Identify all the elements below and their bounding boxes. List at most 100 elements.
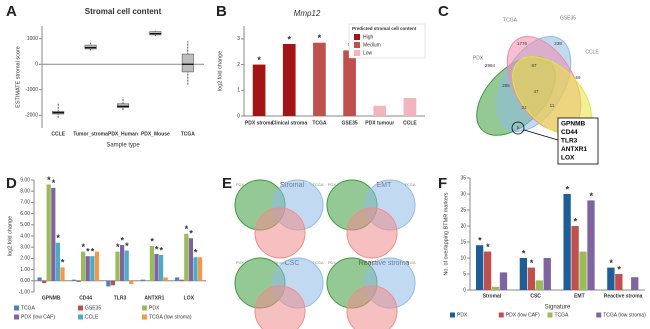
- legend-label: TCGA: [555, 312, 570, 318]
- y-tick-label: 7.00: [20, 200, 30, 206]
- venn-region-count: 2984: [485, 63, 496, 68]
- panel-letter: D: [6, 175, 17, 192]
- box: [84, 44, 97, 50]
- legend-box: [348, 23, 426, 59]
- venn-set: [254, 207, 306, 259]
- significance-marker: *: [194, 248, 198, 258]
- y-tick-label: 5.00: [20, 222, 30, 228]
- y-tick-label: 0: [35, 62, 38, 68]
- venn-region-count: 87: [531, 63, 537, 68]
- bar: [491, 286, 500, 290]
- bar: [179, 279, 184, 281]
- significance-marker: *: [574, 216, 578, 226]
- bar: [85, 256, 90, 281]
- significance-marker: *: [185, 224, 189, 234]
- bar: [37, 277, 42, 281]
- legend-label: GSE35: [85, 305, 101, 311]
- significance-marker: *: [155, 244, 159, 254]
- venn-set-label: PDX: [236, 182, 245, 187]
- significance-marker: *: [91, 247, 95, 257]
- bar: [563, 194, 571, 290]
- panel-letter: F: [438, 175, 447, 192]
- venn-set-label: TCGA: [503, 17, 518, 23]
- bar: [197, 257, 203, 281]
- significance-marker: *: [56, 233, 60, 243]
- bar: [120, 244, 125, 281]
- x-tick-label: PDX tumour: [365, 120, 394, 126]
- venn-set-label: PDX: [473, 55, 484, 61]
- bar: [607, 267, 615, 290]
- x-axis-label: Signature: [545, 305, 571, 311]
- callout-gene: LOX: [561, 155, 575, 162]
- callout-gene: GPNMB: [561, 121, 586, 128]
- legend-swatch: [450, 312, 455, 318]
- legend-label: Medium: [363, 42, 381, 48]
- legend-swatch: [78, 314, 83, 320]
- x-tick-label: PDX stroma: [245, 120, 274, 126]
- significance-marker: *: [318, 33, 322, 43]
- venn-set: [346, 207, 398, 259]
- significance-marker: *: [160, 245, 164, 255]
- y-tick-label: 1000: [27, 36, 38, 42]
- x-tick-label: TLR3: [114, 295, 127, 301]
- y-tick-label: 35: [460, 175, 466, 181]
- bar: [579, 251, 587, 290]
- venn-set-label: PDX: [328, 182, 337, 187]
- significance-marker: *: [150, 236, 154, 246]
- callout-gene: TLR3: [561, 138, 578, 145]
- x-tick-label: TCGA: [312, 120, 327, 126]
- significance-marker: *: [52, 178, 56, 188]
- bar: [94, 251, 99, 281]
- bar: [106, 280, 111, 287]
- y-tick-label: 10: [460, 255, 466, 261]
- legend-swatch: [78, 305, 83, 311]
- bar: [46, 184, 51, 281]
- y-tick-label: 2.00: [20, 256, 30, 262]
- legend-swatch: [354, 34, 360, 40]
- chart-title: Mmp12: [294, 9, 321, 18]
- y-axis-label: log2 fold change: [7, 216, 13, 256]
- significance-marker: *: [116, 242, 120, 252]
- bar: [124, 250, 129, 281]
- callout-gene: ANTXR1: [561, 146, 587, 153]
- significance-marker: *: [86, 247, 90, 257]
- venn-region-count: 47: [533, 89, 539, 94]
- venn-region-count: 1776: [517, 41, 528, 46]
- y-tick-label: -2000: [25, 113, 38, 119]
- significance-marker: *: [522, 248, 526, 258]
- y-tick-label: 1.00: [20, 267, 30, 273]
- venn-set-label: CCLE: [585, 49, 599, 55]
- y-tick-label: 4.00: [20, 233, 30, 239]
- bar: [71, 279, 77, 281]
- legend-swatch: [142, 305, 147, 311]
- significance-marker: *: [478, 236, 482, 246]
- x-tick-label: Stromal: [483, 293, 502, 299]
- bar: [76, 280, 81, 282]
- x-tick-label: CCLE: [403, 120, 417, 126]
- significance-marker: *: [530, 258, 534, 268]
- legend-label: CCLE: [85, 314, 99, 320]
- y-tick-label: 3: [237, 36, 240, 42]
- venn-set-label: PDX: [236, 260, 245, 265]
- bar: [175, 277, 180, 281]
- bar: [527, 267, 535, 290]
- bar: [475, 245, 484, 290]
- bar: [90, 256, 95, 281]
- venn-set-label: EMT: [368, 260, 377, 265]
- legend-swatch: [14, 314, 19, 320]
- venn-set-label: TCGA: [312, 182, 323, 187]
- venn-set: [254, 285, 306, 329]
- bar: [587, 200, 595, 290]
- legend-label: TCGA (low stroma): [149, 314, 192, 320]
- y-tick-label: 30: [460, 191, 466, 197]
- y-axis-label: ESTIMATE stromal score: [15, 46, 21, 108]
- legend-swatch: [354, 42, 360, 48]
- x-tick-label: Reactive stroma: [604, 293, 643, 299]
- venn-region-count: 11: [550, 103, 555, 108]
- x-tick-label: PDX_Human: [108, 131, 138, 137]
- legend-label: PDX: [149, 305, 160, 311]
- x-tick-label: LOX: [184, 295, 195, 301]
- legend-label: Low: [363, 50, 373, 56]
- panel-letter: E: [222, 175, 232, 192]
